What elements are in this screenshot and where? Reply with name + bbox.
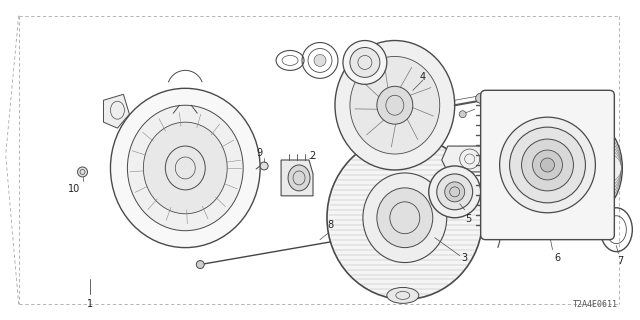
- Ellipse shape: [127, 105, 243, 231]
- Ellipse shape: [377, 86, 413, 124]
- Circle shape: [196, 260, 204, 268]
- Ellipse shape: [350, 56, 440, 154]
- Circle shape: [459, 111, 466, 118]
- Text: 8: 8: [327, 220, 333, 230]
- Text: T2A4E0611: T2A4E0611: [572, 300, 618, 309]
- Ellipse shape: [387, 132, 419, 148]
- Polygon shape: [442, 146, 498, 172]
- Text: 2: 2: [309, 151, 316, 161]
- Polygon shape: [104, 94, 129, 128]
- Circle shape: [509, 127, 586, 203]
- Text: 4: 4: [420, 72, 426, 82]
- Text: 7: 7: [617, 256, 623, 266]
- Ellipse shape: [363, 173, 447, 262]
- Circle shape: [541, 158, 554, 172]
- Text: 3: 3: [461, 252, 468, 263]
- Ellipse shape: [111, 88, 260, 248]
- Text: 6: 6: [554, 252, 561, 263]
- Ellipse shape: [343, 41, 387, 84]
- Ellipse shape: [288, 165, 310, 191]
- Ellipse shape: [314, 54, 326, 67]
- Text: 9: 9: [256, 148, 262, 158]
- Ellipse shape: [377, 188, 433, 248]
- Ellipse shape: [445, 182, 465, 202]
- Circle shape: [500, 117, 595, 213]
- Circle shape: [522, 139, 573, 191]
- Ellipse shape: [350, 47, 380, 77]
- Circle shape: [260, 162, 268, 170]
- Text: 10: 10: [68, 184, 81, 194]
- Circle shape: [532, 150, 563, 180]
- Circle shape: [476, 93, 486, 103]
- Ellipse shape: [436, 174, 473, 210]
- Polygon shape: [281, 160, 313, 196]
- FancyBboxPatch shape: [481, 90, 614, 240]
- Ellipse shape: [387, 287, 419, 303]
- Ellipse shape: [327, 136, 483, 300]
- Ellipse shape: [586, 148, 609, 188]
- Ellipse shape: [335, 41, 454, 170]
- Circle shape: [77, 167, 88, 177]
- Text: 1: 1: [88, 300, 93, 309]
- Ellipse shape: [429, 166, 481, 218]
- Ellipse shape: [572, 126, 622, 210]
- Text: 5: 5: [465, 214, 472, 224]
- Ellipse shape: [143, 122, 227, 214]
